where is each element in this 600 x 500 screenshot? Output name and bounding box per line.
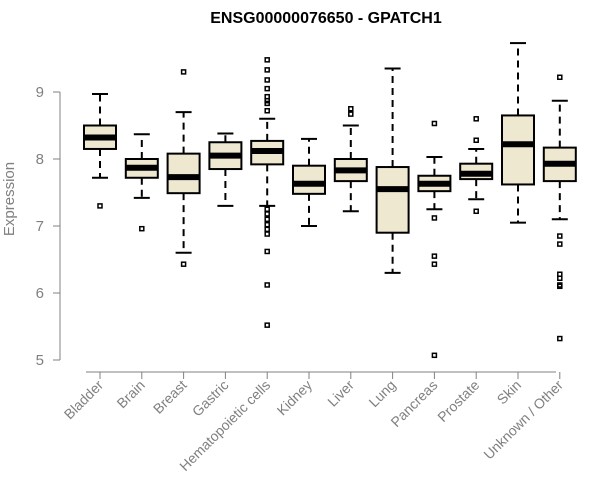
x-tick-label: Lung	[365, 377, 398, 410]
outlier-point	[264, 100, 270, 107]
x-tick-label: Unknown / Other	[480, 377, 566, 463]
box-group	[166, 69, 201, 267]
outlier-point	[431, 352, 438, 359]
outlier-point	[264, 57, 270, 63]
x-tick-label: Breast	[150, 377, 190, 417]
outlier-point	[264, 231, 270, 237]
outlier-point	[557, 335, 563, 342]
box-group	[333, 106, 368, 213]
outlier-point	[431, 215, 438, 221]
outlier-point	[557, 233, 563, 239]
box-group	[208, 132, 243, 207]
y-tick-label: 9	[36, 84, 44, 101]
x-tick-label: Liver	[324, 377, 357, 410]
box-group	[292, 137, 326, 227]
outlier-point	[264, 216, 270, 223]
outlier-point	[264, 282, 270, 288]
box-group	[124, 133, 159, 232]
outlier-point	[431, 120, 438, 127]
boxes	[83, 42, 577, 359]
outlier-point	[264, 108, 270, 114]
outlier-point	[557, 241, 563, 247]
box-group	[83, 93, 117, 209]
x-tick-label: Skin	[494, 377, 525, 408]
outlier-point	[264, 206, 270, 212]
x-tick-label: Bladder	[61, 377, 107, 423]
box	[166, 152, 201, 195]
outlier-point	[264, 211, 270, 217]
outlier-point	[557, 275, 563, 282]
x-tick-label: Prostate	[434, 377, 482, 425]
box-group	[542, 74, 577, 342]
y-tick-label: 8	[36, 151, 44, 168]
outlier-point	[264, 67, 270, 73]
box-group	[375, 67, 410, 274]
outlier-point	[264, 221, 270, 228]
chart-title: ENSG00000076650 - GPATCH1	[210, 10, 442, 27]
box-group	[501, 42, 535, 224]
box-group	[459, 116, 494, 215]
outlier-point	[473, 208, 479, 215]
outlier-point	[557, 74, 563, 81]
y-tick-label: 5	[36, 352, 44, 369]
y-ticks: 5 6 7 8 9	[36, 84, 60, 369]
y-tick-label: 7	[36, 218, 44, 235]
outlier-point	[431, 253, 438, 259]
outlier-point	[348, 106, 354, 112]
outlier-point	[473, 137, 479, 143]
box	[292, 164, 326, 195]
outlier-point	[348, 111, 354, 117]
y-tick-label: 6	[36, 285, 44, 302]
x-tick-label: Brain	[113, 377, 147, 411]
outlier-point	[264, 226, 270, 233]
outlier-point	[431, 261, 438, 267]
outlier-point	[180, 69, 187, 75]
outlier-point	[97, 203, 103, 209]
outlier-point	[264, 322, 270, 328]
y-axis-label: Expression	[1, 162, 18, 236]
outlier-point	[557, 283, 563, 290]
outlier-point	[264, 248, 270, 255]
outlier-point	[264, 85, 270, 92]
box-group	[417, 120, 452, 359]
box	[501, 114, 535, 186]
outlier-point	[139, 225, 145, 232]
box	[375, 166, 410, 234]
box-group	[250, 57, 285, 328]
outlier-point	[264, 77, 270, 83]
x-tick-label: Kidney	[274, 377, 316, 419]
outlier-point	[473, 116, 479, 122]
outlier-point	[180, 261, 187, 267]
